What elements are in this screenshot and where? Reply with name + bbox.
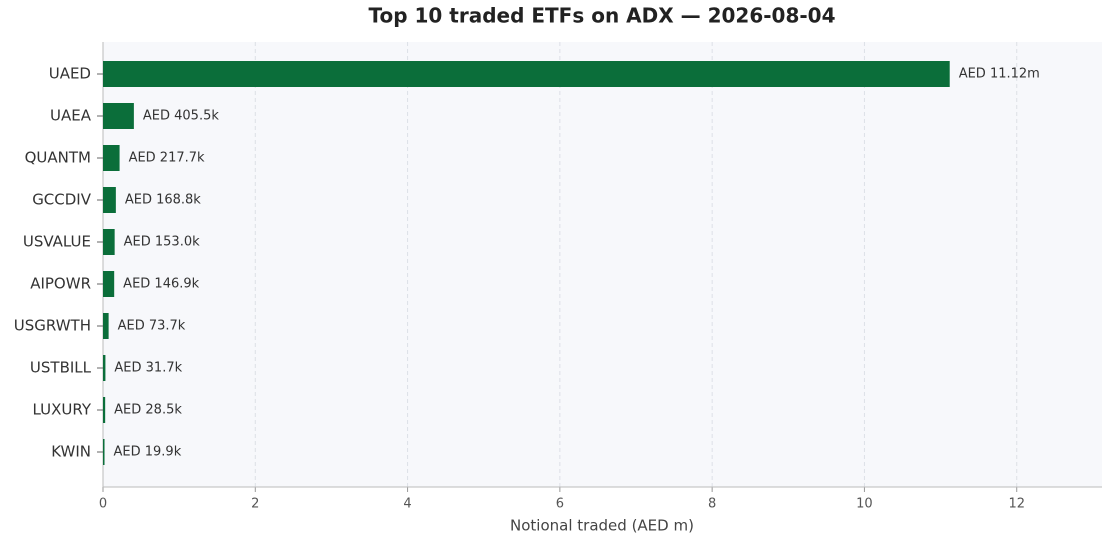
x-tick-label: 12 (1008, 497, 1025, 512)
bar (103, 145, 120, 171)
y-tick-label: USVALUE (23, 233, 91, 251)
bar (103, 229, 115, 255)
x-tick-label: 6 (556, 497, 564, 512)
x-tick-label: 8 (708, 497, 716, 512)
value-label: AED 146.9k (123, 277, 199, 292)
plot-area (103, 42, 1102, 487)
value-label: AED 153.0k (124, 235, 200, 250)
chart-title: Top 10 traded ETFs on ADX — 2026-08-04 (368, 4, 835, 28)
x-tick-label: 10 (856, 497, 873, 512)
y-tick-label: UAED (49, 65, 91, 83)
value-label: AED 405.5k (143, 109, 219, 124)
y-tick-label: AIPOWR (30, 275, 91, 293)
y-tick-label: KWIN (51, 443, 91, 461)
y-tick-label: GCCDIV (32, 191, 92, 209)
value-label: AED 11.12m (959, 67, 1040, 82)
value-label: AED 19.9k (114, 445, 182, 460)
value-label: AED 217.7k (129, 151, 205, 166)
x-tick-label: 0 (99, 497, 107, 512)
bar (103, 397, 106, 423)
bar (103, 271, 115, 297)
bar (103, 61, 950, 87)
y-tick-label: USGRWTH (14, 317, 91, 335)
y-tick-label: LUXURY (33, 401, 92, 419)
bar (103, 313, 109, 339)
value-label: AED 28.5k (114, 403, 182, 418)
x-tick-label: 2 (251, 497, 259, 512)
bar (103, 439, 105, 465)
bar (103, 187, 116, 213)
x-tick-label: 4 (403, 497, 411, 512)
y-tick-label: UAEA (50, 107, 92, 125)
value-label: AED 73.7k (118, 319, 186, 334)
bar (103, 103, 134, 129)
y-tick-label: USTBILL (30, 359, 92, 377)
x-axis-label: Notional traded (AED m) (510, 517, 694, 535)
value-label: AED 31.7k (114, 361, 182, 376)
value-label: AED 168.8k (125, 193, 201, 208)
y-tick-label: QUANTM (25, 149, 91, 167)
bar (103, 355, 106, 381)
